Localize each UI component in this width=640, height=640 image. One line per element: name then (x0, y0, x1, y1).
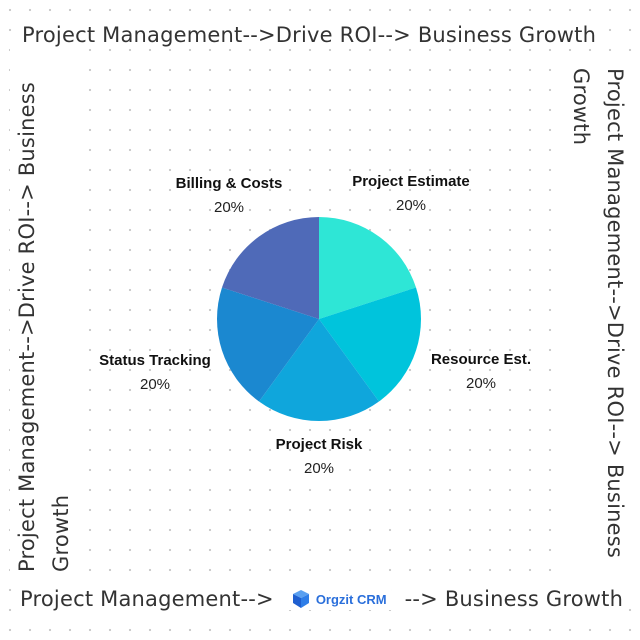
pie-slice-3 (217, 287, 319, 402)
logo-text: Orgzit CRM (315, 591, 387, 607)
slice-label-1: Resource Est. (431, 351, 531, 368)
pie-slice-1 (319, 287, 421, 402)
slice-label-3: Status Tracking (99, 352, 211, 369)
slice-pct-0: 20% (396, 197, 426, 214)
slice-label-4: Billing & Costs (176, 175, 283, 192)
slice-pct-3: 20% (140, 376, 170, 393)
orgzit-logo: Orgzit CRM (285, 588, 391, 610)
slice-pct-4: 20% (214, 199, 244, 216)
banner-bottom-left-text: Project Management--> (18, 586, 276, 612)
banner-bottom-right-text: --> Business Growth (402, 586, 626, 612)
pie-slice-0 (319, 217, 417, 319)
banner-top-text: Project Management-->Drive ROI--> Busine… (18, 22, 601, 48)
pie-slice-2 (259, 319, 379, 422)
slice-pct-1: 20% (466, 375, 496, 392)
banner-bottom: Project Management--> Orgzit CRM --> Bus… (18, 586, 626, 612)
pie-slice-4 (221, 217, 319, 319)
slice-label-0: Project Estimate (352, 173, 470, 190)
slice-pct-2: 20% (304, 460, 334, 477)
slice-label-2: Project Risk (276, 436, 363, 453)
orgzit-cube-icon (292, 590, 309, 608)
